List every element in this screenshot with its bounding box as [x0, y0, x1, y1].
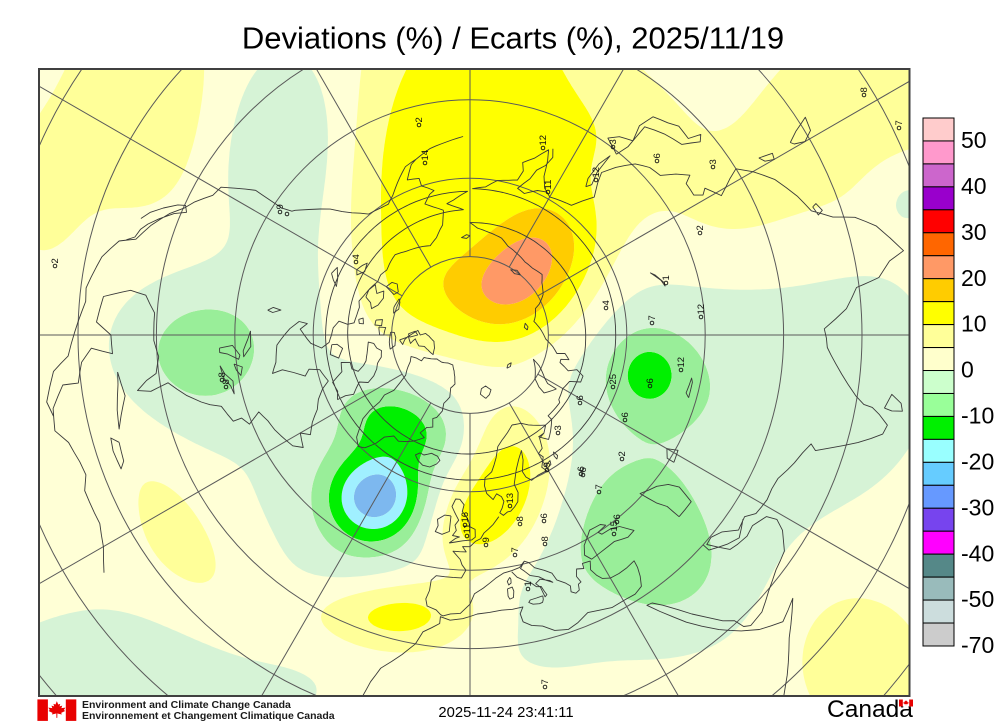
svg-text:Environment and Climate Change: Environment and Climate Change Canada [82, 699, 291, 711]
svg-text:3: 3 [608, 139, 619, 144]
svg-text:40: 40 [961, 173, 987, 199]
svg-text:6: 6 [539, 513, 550, 518]
svg-text:16: 16 [460, 512, 471, 523]
svg-text:-40: -40 [961, 540, 994, 566]
svg-text:6: 6 [620, 412, 631, 417]
svg-text:10: 10 [961, 311, 987, 337]
svg-text:6: 6 [576, 466, 587, 471]
svg-text:8: 8 [540, 536, 551, 541]
svg-text:3: 3 [708, 159, 719, 164]
svg-text:7: 7 [647, 315, 658, 320]
svg-text:15: 15 [609, 521, 620, 532]
svg-text:12: 12 [538, 135, 549, 146]
svg-text:13: 13 [505, 493, 516, 504]
svg-text:6: 6 [652, 153, 663, 158]
svg-text:12: 12 [591, 167, 602, 178]
svg-text:1: 1 [523, 581, 534, 586]
svg-text:11: 11 [543, 180, 554, 190]
svg-text:50: 50 [961, 127, 987, 153]
svg-text:4: 4 [351, 254, 362, 259]
svg-text:12: 12 [676, 357, 687, 368]
svg-text:30: 30 [961, 219, 987, 245]
svg-text:9: 9 [481, 537, 492, 542]
svg-text:2025-11-24 23:41:11: 2025-11-24 23:41:11 [438, 705, 573, 721]
svg-text:9: 9 [275, 204, 286, 209]
svg-text:8: 8 [859, 87, 870, 92]
svg-text:-50: -50 [961, 586, 994, 612]
svg-text:25: 25 [608, 374, 619, 385]
svg-text:2: 2 [414, 117, 425, 122]
svg-text:7: 7 [540, 679, 551, 684]
svg-text:11: 11 [462, 524, 473, 534]
svg-text:3: 3 [553, 425, 564, 430]
svg-text:6: 6 [575, 395, 586, 400]
svg-text:7: 7 [894, 120, 905, 125]
svg-text:0: 0 [961, 357, 974, 383]
svg-text:6: 6 [578, 467, 589, 472]
svg-text:1: 1 [661, 275, 672, 280]
svg-text:2: 2 [50, 258, 61, 263]
svg-text:-70: -70 [961, 632, 994, 658]
svg-text:8: 8 [217, 372, 228, 377]
svg-text:7: 7 [510, 547, 521, 552]
svg-text:Canada: Canada [827, 696, 913, 723]
svg-text:2: 2 [695, 225, 706, 230]
svg-text:-30: -30 [961, 494, 994, 520]
svg-text:Environnement et Changement Cl: Environnement et Changement Climatique C… [82, 710, 335, 722]
svg-text:-10: -10 [961, 402, 994, 428]
svg-text:Deviations (%) / Ecarts (%), 2: Deviations (%) / Ecarts (%), 2025/11/19 [242, 21, 784, 56]
svg-text:6: 6 [645, 378, 656, 383]
svg-text:12: 12 [696, 304, 707, 315]
svg-text:8: 8 [221, 379, 232, 384]
svg-text:2: 2 [617, 451, 628, 456]
svg-text:9: 9 [542, 462, 553, 467]
svg-text:-20: -20 [961, 448, 994, 474]
svg-text:7: 7 [594, 484, 605, 489]
svg-text:20: 20 [961, 265, 987, 291]
svg-text:8: 8 [515, 516, 526, 521]
svg-text:6: 6 [612, 514, 623, 519]
svg-text:14: 14 [420, 150, 431, 161]
svg-text:4: 4 [601, 300, 612, 305]
